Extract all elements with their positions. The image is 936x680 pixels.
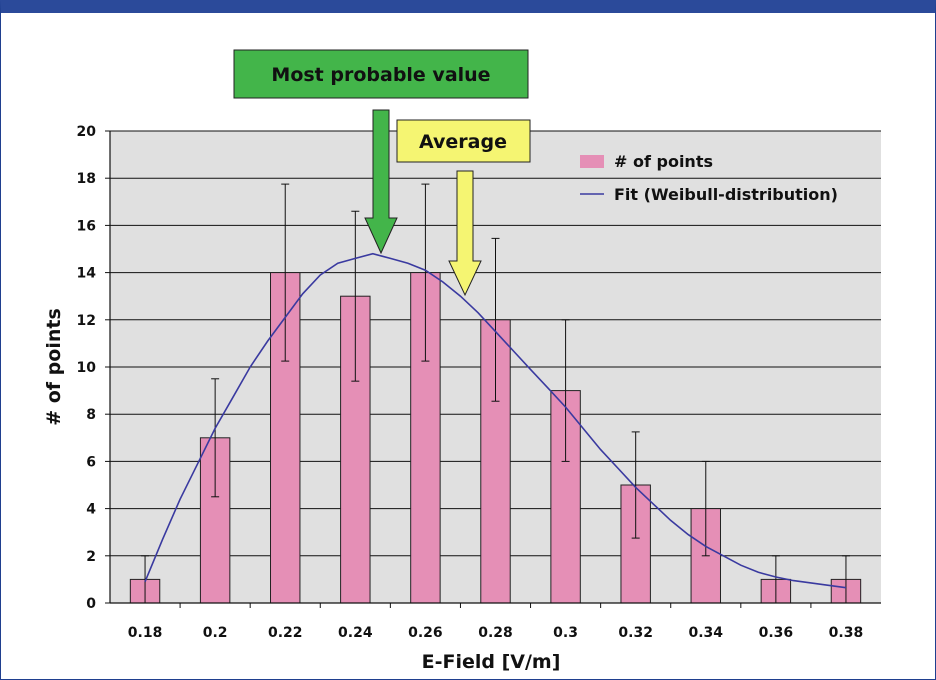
y-tick-labels: 0 2 4 6 8 10 12 14 16 18 20 <box>77 124 110 612</box>
y-tick-label: 4 <box>86 502 96 518</box>
x-tick-label: 0.28 <box>478 625 513 641</box>
x-tick-label: 0.38 <box>829 625 864 641</box>
x-tick-label: 0.22 <box>268 625 303 641</box>
y-tick-label: 12 <box>77 313 96 329</box>
y-tick-label: 6 <box>86 454 96 470</box>
most-probable-label-box <box>233 49 529 99</box>
y-tick-label: 18 <box>77 171 96 187</box>
x-axis-title: E-Field [V/m] <box>422 651 561 673</box>
y-tick-label: 16 <box>77 218 96 234</box>
y-tick-label: 20 <box>77 124 97 140</box>
legend-swatch-bars <box>580 155 604 168</box>
x-tick-label: 0.26 <box>408 625 443 641</box>
x-tick-label: 0.24 <box>338 625 373 641</box>
y-tick-label: 14 <box>77 266 97 282</box>
x-tick-label: 0.34 <box>688 625 723 641</box>
most-probable-arrow <box>364 109 398 255</box>
x-tick-label: 0.36 <box>759 625 794 641</box>
average-label: Average <box>419 131 507 153</box>
y-axis-title: # of points <box>43 308 65 426</box>
legend-label-bars: # of points <box>614 152 713 171</box>
y-tick-label: 0 <box>86 596 96 612</box>
most-probable-callout: Most probable value <box>233 49 529 255</box>
average-label-box <box>396 119 531 163</box>
x-tick-labels: 0.18 0.2 0.22 0.24 0.26 0.28 0.3 0.32 0.34 0.36 0.… <box>128 603 863 641</box>
y-tick-label: 2 <box>86 549 96 565</box>
x-tick-label: 0.18 <box>128 625 163 641</box>
x-tick-label: 0.2 <box>203 625 228 641</box>
x-tick-label: 0.32 <box>618 625 653 641</box>
most-probable-label: Most probable value <box>271 64 490 86</box>
fit-line <box>144 252 847 589</box>
average-callout: Average <box>396 119 531 297</box>
legend-label-fit: Fit (Weibull-distribution) <box>614 185 838 204</box>
average-arrow <box>448 170 482 297</box>
legend: # of points Fit (Weibull-distribution) <box>580 152 838 204</box>
y-tick-label: 8 <box>86 407 96 423</box>
y-tick-label: 10 <box>77 360 97 376</box>
x-tick-label: 0.3 <box>553 625 578 641</box>
